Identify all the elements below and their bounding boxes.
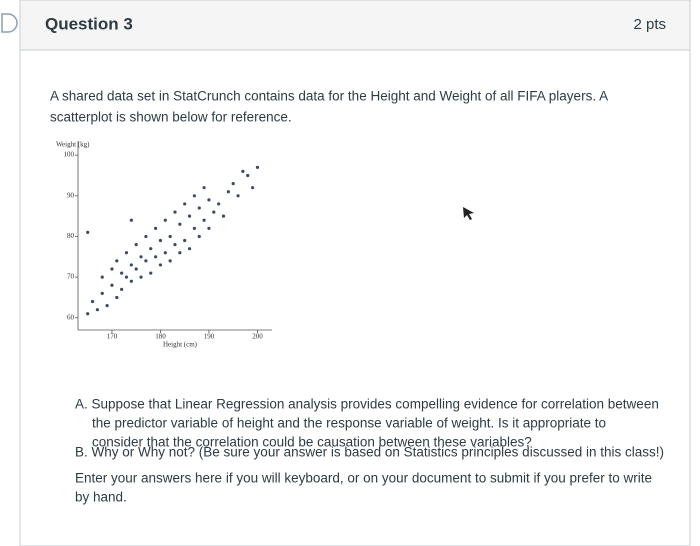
point	[120, 271, 124, 275]
y-tick-label: 100	[64, 151, 75, 159]
point	[86, 230, 90, 234]
question-card	[19, 0, 691, 546]
point	[158, 263, 163, 267]
point	[192, 194, 196, 198]
point	[154, 226, 158, 230]
point	[149, 271, 153, 275]
point	[183, 202, 187, 206]
point	[251, 186, 255, 190]
point	[192, 226, 196, 230]
point	[197, 234, 201, 239]
y-tick-label: 90	[67, 191, 75, 199]
y-tick-label: 70	[67, 273, 75, 281]
point	[212, 210, 216, 214]
point	[217, 202, 221, 206]
point	[134, 243, 138, 247]
point	[202, 186, 206, 190]
point	[202, 218, 206, 222]
x-tick-label: 180	[155, 333, 166, 341]
point	[221, 214, 226, 218]
point	[173, 243, 177, 247]
point	[100, 291, 104, 295]
question-points: 2 pts	[633, 16, 666, 33]
instructions-line: Enter your answers here if you will keyb…	[75, 471, 652, 486]
point	[197, 206, 201, 210]
point	[110, 267, 114, 271]
x-tick-label: 190	[204, 333, 215, 341]
question-text: A shared data set in StatCrunch contains…	[50, 89, 664, 505]
x-axis-label: Height (cm)	[163, 341, 198, 349]
point	[144, 259, 148, 263]
point	[236, 194, 240, 198]
question-header	[19, 0, 691, 51]
point	[115, 259, 119, 263]
y-tick-label: 60	[67, 313, 75, 321]
point	[163, 251, 167, 255]
point	[207, 198, 211, 202]
point	[255, 165, 260, 169]
point	[105, 304, 109, 308]
point	[95, 308, 99, 312]
item-a-line: consider that the correlation could be c…	[92, 435, 532, 450]
point	[124, 275, 129, 279]
question-title: Question 3	[45, 14, 133, 33]
point	[168, 259, 172, 263]
instructions-line: by hand.	[75, 490, 127, 505]
point	[154, 255, 158, 259]
point	[134, 267, 138, 271]
point	[139, 275, 143, 279]
point	[163, 218, 167, 222]
point	[246, 173, 250, 178]
point	[110, 283, 114, 287]
point	[120, 287, 124, 291]
x-tick-label: 170	[107, 333, 118, 341]
cursor	[463, 207, 474, 220]
point	[187, 214, 192, 218]
point	[168, 234, 172, 239]
point	[187, 247, 192, 251]
item-a-line: the predictor variable of height and the…	[92, 416, 606, 431]
point	[241, 169, 245, 173]
point	[115, 295, 119, 300]
point	[90, 299, 95, 304]
point	[129, 279, 133, 283]
point	[173, 210, 177, 214]
point	[231, 182, 235, 186]
point	[158, 238, 163, 243]
intro-line: scatterplot is shown below for reference…	[50, 110, 292, 125]
point	[86, 312, 90, 316]
flag-icon[interactable]	[1, 13, 18, 33]
point	[124, 251, 129, 255]
item-b: B. Why or Why not? (Be sure your answer …	[75, 445, 664, 460]
point	[183, 238, 187, 243]
point	[207, 226, 211, 230]
x-tick-label: 200	[252, 333, 263, 341]
point	[129, 263, 133, 267]
y-axis-label: Weight (kg)	[56, 141, 90, 149]
point	[226, 190, 230, 194]
point	[100, 275, 104, 279]
point	[178, 222, 182, 226]
item-a-line: A. Suppose that Linear Regression analys…	[75, 397, 659, 412]
point	[144, 234, 148, 239]
point	[129, 218, 133, 222]
intro-line: A shared data set in StatCrunch contains…	[50, 89, 608, 104]
scatterplot: 60 70 80 90 100 170 180 190 200 Weight (kg) Height…	[56, 141, 272, 349]
y-tick-label: 80	[67, 232, 75, 240]
point	[149, 247, 153, 251]
point	[178, 251, 182, 255]
point	[139, 255, 143, 259]
